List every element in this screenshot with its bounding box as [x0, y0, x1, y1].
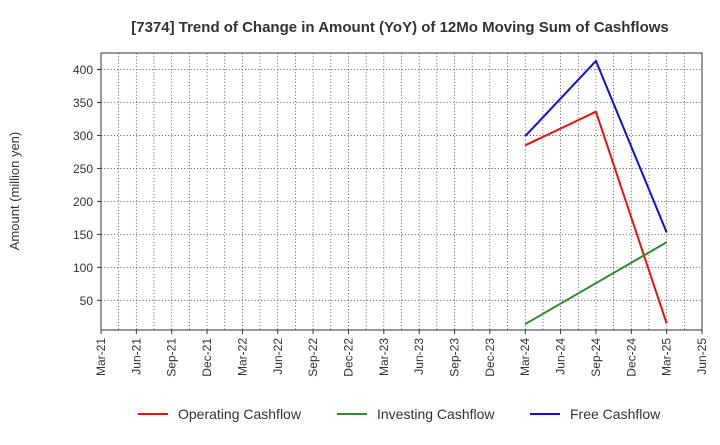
- series-line-operating-cashflow: [524, 110, 668, 324]
- plot-frame: [100, 52, 703, 331]
- series-lines: [524, 59, 668, 325]
- x-tick-label: Jun-25: [695, 338, 709, 375]
- legend-label: Investing Cashflow: [377, 406, 495, 422]
- x-tick-label: Mar-24: [518, 338, 532, 376]
- x-tick-label: Sep-21: [165, 338, 179, 377]
- series-line-free-cashflow: [524, 59, 668, 233]
- legend-label: Operating Cashflow: [178, 406, 302, 422]
- x-tick-label: Dec-22: [341, 338, 355, 377]
- y-axis-label: Amount (million yen): [7, 132, 22, 251]
- x-tick-label: Mar-21: [94, 338, 108, 376]
- y-tick-label: 100: [73, 261, 93, 275]
- x-tick-label: Jun-21: [129, 338, 143, 375]
- axes: 50 100 150 200 250 300 350 400 Mar-21 Jun-21 Sep-2…: [73, 52, 709, 377]
- y-tick-label: 400: [73, 63, 93, 77]
- x-tick-label: Dec-23: [483, 338, 497, 377]
- chart-title: [7374] Trend of Change in Amount (YoY) o…: [131, 19, 669, 36]
- y-tick-label: 300: [73, 129, 93, 143]
- x-tick-label: Mar-23: [377, 338, 391, 376]
- legend-label: Free Cashflow: [570, 406, 661, 422]
- x-tick-label: Jun-22: [271, 338, 285, 375]
- x-tick-label: Jun-24: [554, 338, 568, 375]
- legend: Operating Cashflow Investing Cashflow Free…: [138, 406, 661, 422]
- y-tick-label: 250: [73, 162, 93, 176]
- x-tick-label: Dec-21: [200, 338, 214, 377]
- series-line-investing-cashflow: [524, 241, 668, 325]
- x-tick-label: Sep-23: [448, 338, 462, 377]
- y-tick-label: 150: [73, 228, 93, 242]
- grid: [100, 53, 703, 330]
- y-tick-label: 50: [80, 294, 94, 308]
- x-tick-label: Dec-24: [624, 338, 638, 377]
- y-tick-label: 350: [73, 96, 93, 110]
- y-tick-label: 200: [73, 195, 93, 209]
- x-tick-label: Jun-23: [412, 338, 426, 375]
- x-tick-label: Sep-22: [306, 338, 320, 377]
- x-tick-label: Mar-22: [235, 338, 249, 376]
- x-tick-label: Mar-25: [660, 338, 674, 376]
- x-tick-label: Sep-24: [589, 338, 603, 377]
